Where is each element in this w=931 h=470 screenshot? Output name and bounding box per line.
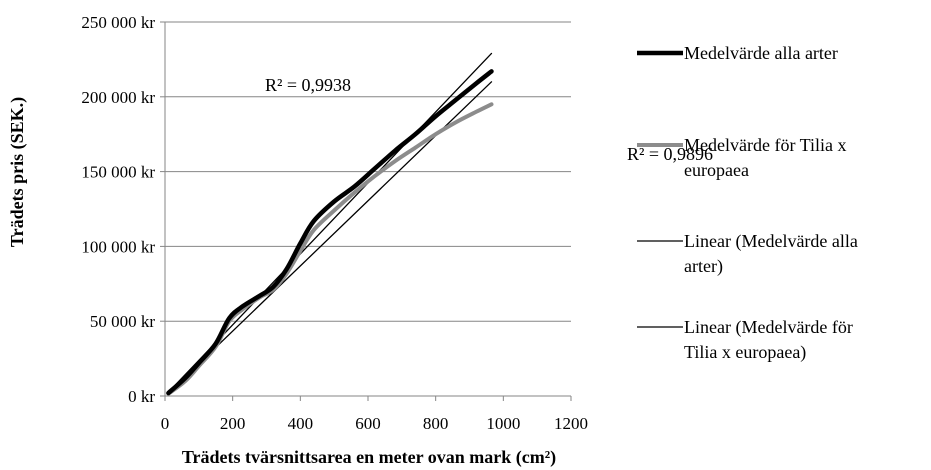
- series-lines: [166, 52, 494, 396]
- y-tick-label: 250 000 kr: [81, 13, 155, 32]
- gridlines: [165, 21, 571, 322]
- series-line-0: [166, 69, 494, 396]
- x-tick-label: 1000: [486, 414, 520, 433]
- legend-label: Medelvärde för Tilia x europaea: [684, 135, 846, 180]
- legend-label: Linear (Medelvärde alla arter): [684, 231, 858, 277]
- x-tick-label: 200: [220, 414, 246, 433]
- series-line-1: [166, 102, 494, 396]
- legend-label: Linear (Medelvärde för Tilia x europaea): [684, 317, 853, 363]
- x-tick-label: 0: [161, 414, 170, 433]
- y-tick-labels: 0 kr 50 000 kr 100 000 kr 150 000 kr 200 000…: [81, 13, 155, 406]
- y-axis-title: Trädets pris (SEK.): [7, 97, 28, 247]
- x-tick-label: 800: [423, 414, 449, 433]
- r2-annotation-all-species: R² = 0,9938: [265, 75, 351, 95]
- axes: [160, 21, 572, 401]
- x-tick-labels: 0 200 400 600 800 1000 1200: [161, 414, 588, 433]
- x-tick-label: 400: [288, 414, 314, 433]
- y-tick-label: 150 000 kr: [81, 163, 155, 182]
- y-tick-label: 50 000 kr: [90, 312, 156, 331]
- r2-annotation-tilia: R² = 0,9896: [627, 144, 713, 164]
- y-tick-label: 100 000 kr: [81, 237, 155, 256]
- y-tick-label: 0 kr: [128, 387, 155, 406]
- legend-label: Medelvärde alla arter: [684, 43, 838, 63]
- x-tick-label: 600: [355, 414, 381, 433]
- legend: Medelvärde alla arter Medelvärde för Tili…: [637, 43, 858, 363]
- x-tick-label: 1200: [554, 414, 588, 433]
- y-tick-label: 200 000 kr: [81, 88, 155, 107]
- x-axis-title: Trädets tvärsnittsarea en meter ovan mar…: [182, 447, 556, 468]
